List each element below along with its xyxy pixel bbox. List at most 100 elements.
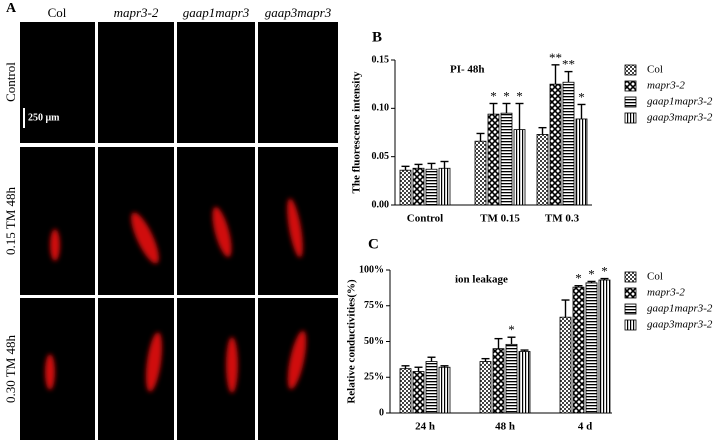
- error-bar: [481, 357, 490, 362]
- y-tick-label: 0.10: [372, 103, 390, 114]
- legend-swatch: [624, 96, 637, 108]
- column-label: mapr3-2: [114, 5, 159, 20]
- x-tick-label: 48 h: [495, 421, 515, 433]
- significance-label: **: [549, 50, 562, 65]
- panel-label: C: [368, 236, 379, 252]
- panel-a: A Col mapr3-2 gaap1mapr3 gaap3mapr3 250 …: [3, 1, 338, 440]
- legend-swatch: [624, 287, 637, 299]
- error-bar: [515, 102, 524, 130]
- legend-label: gaap1mapr3-2: [647, 303, 713, 315]
- bar: [585, 282, 598, 414]
- x-tick-label: 24 h: [415, 421, 435, 433]
- error-bar: [427, 162, 436, 170]
- legend-label: mapr3-2: [647, 287, 685, 299]
- error-bar: [440, 365, 449, 368]
- error-bar: [401, 365, 410, 369]
- row-label: Control: [3, 62, 18, 102]
- legend-swatch: [624, 271, 637, 283]
- error-bar: [520, 349, 529, 352]
- bar: [559, 316, 572, 414]
- error-bar: [489, 102, 498, 115]
- y-tick-label: 0: [379, 407, 384, 418]
- bar: [425, 168, 438, 206]
- chart-title: ion leakage: [455, 274, 508, 286]
- error-bar: [600, 277, 609, 281]
- error-bar: [476, 132, 485, 142]
- significance-label: *: [516, 88, 523, 103]
- error-bar: [507, 336, 516, 345]
- bar: [425, 361, 438, 414]
- significance-label: *: [575, 271, 582, 286]
- error-bar: [401, 165, 410, 171]
- y-axis-label: The fluorescence intensity: [351, 71, 363, 194]
- scale-bar-label: 250 μm: [28, 112, 60, 123]
- y-tick-label: 75%: [364, 300, 384, 311]
- y-tick-label: 0.00: [372, 199, 390, 210]
- error-bar: [564, 70, 573, 83]
- significance-label: *: [503, 88, 510, 103]
- bar: [487, 113, 500, 206]
- legend-label: Col: [647, 64, 663, 76]
- bar: [399, 368, 412, 414]
- error-bar: [551, 64, 560, 85]
- y-tick-label: 100%: [359, 264, 384, 275]
- bar: [549, 83, 562, 206]
- legend-label: mapr3-2: [647, 80, 685, 92]
- bar: [500, 112, 513, 206]
- legend-swatch: [624, 80, 637, 92]
- legend-swatch: [624, 112, 637, 124]
- x-tick-label: Control: [407, 213, 443, 225]
- significance-label: *: [578, 89, 585, 104]
- error-bar: [502, 102, 511, 114]
- error-bar: [494, 337, 503, 349]
- y-tick-label: 0.15: [372, 54, 390, 65]
- y-axis-label: Relative conductivities(%): [346, 279, 358, 404]
- significance-label: *: [508, 322, 515, 337]
- significance-label: *: [601, 264, 608, 279]
- bar: [598, 279, 611, 414]
- y-tick-label: 50%: [364, 336, 384, 347]
- significance-label: *: [490, 88, 497, 103]
- legend-swatch: [624, 319, 637, 331]
- error-bar: [440, 160, 449, 169]
- error-bar: [587, 280, 596, 283]
- x-tick-label: TM 0.15: [480, 213, 520, 225]
- error-bar: [577, 103, 586, 119]
- chart-title: PI- 48h: [450, 64, 485, 76]
- legend-label: gaap3mapr3-2: [647, 319, 713, 331]
- column-label: gaap1mapr3: [183, 5, 250, 20]
- legend-label: Col: [647, 271, 663, 283]
- bar: [438, 167, 451, 206]
- error-bar: [561, 299, 570, 318]
- bar: [438, 366, 451, 414]
- column-label: Col: [48, 5, 67, 20]
- bar: [518, 351, 531, 414]
- error-bar: [574, 285, 583, 288]
- legend-swatch: [624, 303, 637, 315]
- column-label: gaap3mapr3: [265, 5, 332, 20]
- y-tick-label: 25%: [364, 372, 384, 383]
- error-bar: [538, 126, 547, 135]
- legend-label: gaap3mapr3-2: [647, 112, 713, 124]
- image-grid: [20, 22, 338, 440]
- x-tick-label: 4 d: [578, 421, 592, 433]
- bar: [474, 140, 487, 206]
- bar: [513, 129, 526, 206]
- bar: [412, 167, 425, 206]
- error-bar: [427, 356, 436, 362]
- legend-swatch: [624, 64, 637, 76]
- bar: [505, 343, 518, 414]
- error-bar: [414, 163, 423, 169]
- bar: [492, 348, 505, 414]
- row-label: 0.15 TM 48h: [3, 186, 18, 255]
- bar: [572, 286, 585, 414]
- bar: [562, 81, 575, 206]
- row-label: 0.30 TM 48h: [3, 334, 18, 403]
- bar: [479, 361, 492, 414]
- panel-label: A: [6, 1, 17, 16]
- error-bar: [414, 366, 423, 372]
- legend-label: gaap1mapr3-2: [647, 96, 713, 108]
- significance-label: *: [588, 266, 595, 281]
- bar: [575, 118, 588, 206]
